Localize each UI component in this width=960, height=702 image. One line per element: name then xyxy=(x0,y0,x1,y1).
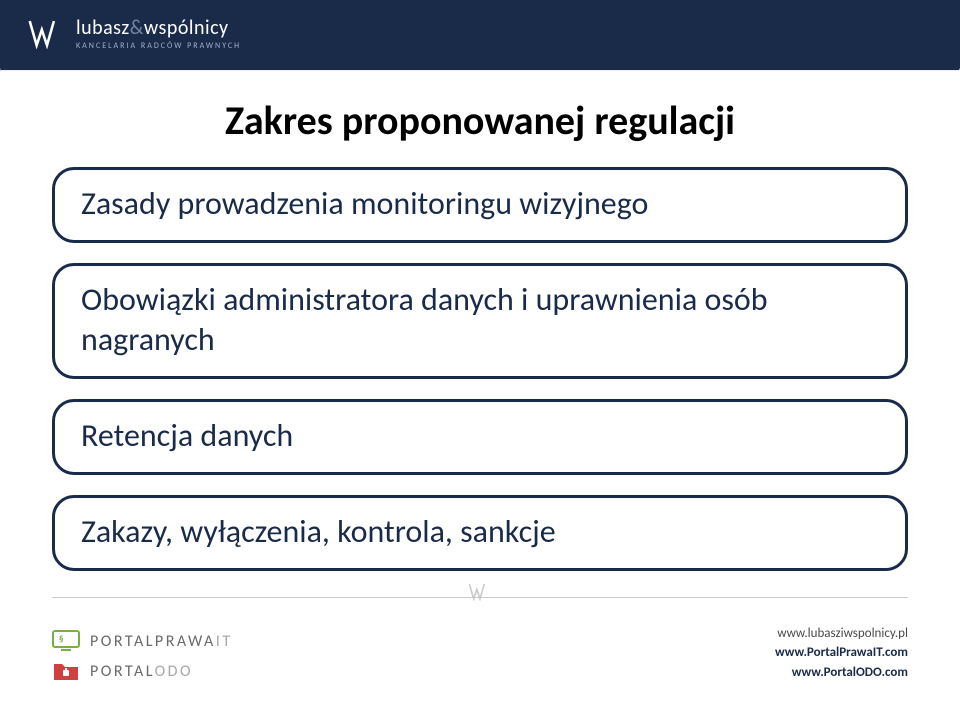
portal-label: PORTALODO xyxy=(90,662,193,681)
logo-w-icon xyxy=(28,19,66,49)
pill-item: Zakazy, wyłączenia, kontrola, sankcje xyxy=(52,495,908,571)
logo-text: lubasz&wspólnicy KANCELARIA RADCÓW PRAWN… xyxy=(76,18,241,50)
footer-portals: § PORTALPRAWAIT PORTALODO xyxy=(52,630,233,682)
slide: lubasz&wspólnicy KANCELARIA RADCÓW PRAWN… xyxy=(0,0,960,702)
pill-text: Obowiązki administratora danych i uprawn… xyxy=(81,280,768,359)
pill-text: Zakazy, wyłączenia, kontrola, sankcje xyxy=(81,512,556,551)
pill-item: Obowiązki administratora danych i uprawn… xyxy=(52,263,908,379)
pill-item: Zasady prowadzenia monitoringu wizyjnego xyxy=(52,167,908,243)
logo-subtitle: KANCELARIA RADCÓW PRAWNYCH xyxy=(76,42,241,50)
portal-label: PORTALPRAWAIT xyxy=(90,632,233,651)
logo-main-left: lubasz xyxy=(76,16,130,40)
svg-text:§: § xyxy=(59,634,64,645)
portal-main: PORTALPRAWA xyxy=(90,632,216,651)
folder-icon xyxy=(52,660,80,682)
logo-main: lubasz&wspólnicy xyxy=(76,18,241,38)
pill-text: Zasady prowadzenia monitoringu wizyjnego xyxy=(81,184,648,223)
header-logo: lubasz&wspólnicy KANCELARIA RADCÓW PRAWN… xyxy=(28,18,241,50)
portal-suffix: ODO xyxy=(155,662,194,681)
pill-item: Retencja danych xyxy=(52,399,908,475)
footer-url: www.lubasziwspolnicy.pl xyxy=(777,624,908,644)
portal-suffix: IT xyxy=(216,632,233,651)
header-bar: lubasz&wspólnicy KANCELARIA RADCÓW PRAWN… xyxy=(0,0,960,68)
slide-title: Zakres proponowanej regulacji xyxy=(52,96,908,145)
footer: § PORTALPRAWAIT PORTALODO xyxy=(52,624,908,683)
w-divider-icon xyxy=(467,583,493,606)
portal-row: PORTALODO xyxy=(52,660,233,682)
monitor-icon: § xyxy=(52,630,80,652)
portal-row: § PORTALPRAWAIT xyxy=(52,630,233,652)
pill-text: Retencja danych xyxy=(81,416,293,455)
footer-url: www.PortalPrawaIT.com xyxy=(775,643,908,663)
footer-urls: www.lubasziwspolnicy.pl www.PortalPrawaI… xyxy=(775,624,908,683)
logo-main-right: wspólnicy xyxy=(144,16,229,40)
footer-url: www.PortalODO.com xyxy=(792,663,908,683)
portal-main: PORTAL xyxy=(90,662,155,681)
header-rule xyxy=(0,68,960,71)
content-area: Zakres proponowanej regulacji Zasady pro… xyxy=(0,90,960,591)
logo-amp: & xyxy=(130,16,144,40)
